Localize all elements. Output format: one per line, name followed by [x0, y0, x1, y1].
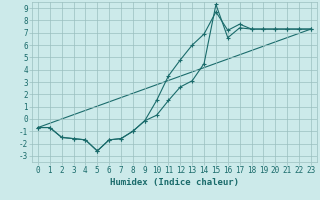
X-axis label: Humidex (Indice chaleur): Humidex (Indice chaleur) — [110, 178, 239, 187]
